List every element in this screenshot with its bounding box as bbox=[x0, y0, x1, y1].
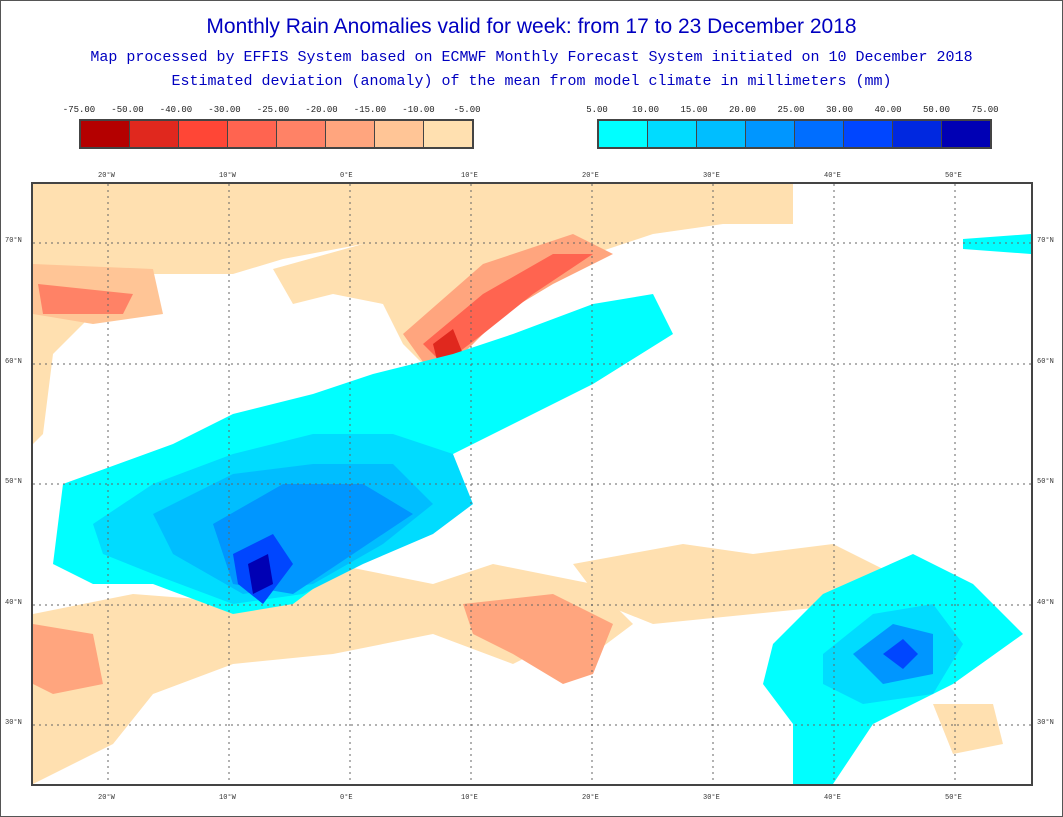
legend-label: -25.00 bbox=[256, 105, 290, 115]
legend-label: -30.00 bbox=[208, 105, 241, 115]
latitude-label: 30°N bbox=[1037, 719, 1054, 727]
legend-swatch bbox=[179, 121, 228, 147]
graticule bbox=[33, 184, 1031, 784]
longitude-label: 0°E bbox=[340, 794, 353, 802]
legend-label: 15.00 bbox=[680, 105, 708, 115]
legend-swatch bbox=[648, 121, 697, 147]
legend-swatch bbox=[326, 121, 375, 147]
legend-label: -50.00 bbox=[111, 105, 144, 115]
legend-swatch bbox=[424, 121, 472, 147]
legend-label: 30.00 bbox=[825, 105, 854, 115]
latitude-label: 50°N bbox=[5, 478, 22, 486]
longitude-label: 30°E bbox=[703, 794, 720, 802]
legend-label: -10.00 bbox=[402, 105, 435, 115]
legend-swatch bbox=[375, 121, 424, 147]
longitude-label: 50°E bbox=[945, 172, 962, 180]
map-units-note: Estimated deviation (anomaly) of the mea… bbox=[171, 73, 892, 90]
longitude-label: 0°E bbox=[340, 172, 353, 180]
legend-swatch bbox=[81, 121, 130, 147]
legend-swatch bbox=[795, 121, 844, 147]
legend-swatch bbox=[277, 121, 326, 147]
legend-label: -40.00 bbox=[159, 105, 193, 115]
negative-anomaly-areas bbox=[33, 184, 1003, 784]
latitude-label: 30°N bbox=[5, 719, 22, 727]
legend-label: 50.00 bbox=[922, 105, 951, 115]
longitude-label: 30°E bbox=[703, 172, 720, 180]
longitude-label: 20°W bbox=[98, 794, 115, 802]
legend-swatch bbox=[746, 121, 795, 147]
positive-anomaly-areas bbox=[53, 234, 1031, 784]
legend-label: 40.00 bbox=[874, 105, 902, 115]
latitude-label: 70°N bbox=[5, 237, 22, 245]
legend-swatch bbox=[130, 121, 179, 147]
legend-label: 10.00 bbox=[631, 105, 660, 115]
latitude-label: 40°N bbox=[5, 599, 22, 607]
map-subtitle: Map processed by EFFIS System based on E… bbox=[90, 49, 973, 66]
latitude-label: 40°N bbox=[1037, 599, 1054, 607]
latitude-label: 60°N bbox=[1037, 358, 1054, 366]
legend-label: 25.00 bbox=[777, 105, 805, 115]
legend-swatch bbox=[844, 121, 893, 147]
legend-swatch bbox=[697, 121, 746, 147]
longitude-label: 40°E bbox=[824, 172, 841, 180]
legend-swatch bbox=[599, 121, 648, 147]
legend-swatch bbox=[942, 121, 990, 147]
anomaly-map bbox=[31, 182, 1033, 786]
longitude-label: 20°E bbox=[582, 794, 599, 802]
legend-swatch bbox=[893, 121, 942, 147]
legend-label: 75.00 bbox=[971, 105, 999, 115]
longitude-label: 10°W bbox=[219, 794, 236, 802]
legend-label: -75.00 bbox=[62, 105, 96, 115]
map-title: Monthly Rain Anomalies valid for week: f… bbox=[206, 15, 857, 38]
longitude-label: 10°E bbox=[461, 794, 478, 802]
legend-label: -15.00 bbox=[353, 105, 387, 115]
longitude-label: 10°W bbox=[219, 172, 236, 180]
legend-swatch bbox=[228, 121, 277, 147]
legend-positive: 5.00 10.00 15.00 20.00 25.00 30.00 40.00 50.00 7… bbox=[586, 105, 999, 149]
latitude-label: 70°N bbox=[1037, 237, 1054, 245]
legend-label: 5.00 bbox=[586, 105, 608, 115]
longitude-label: 20°E bbox=[582, 172, 599, 180]
legend-negative: -75.00 -50.00 -40.00 -30.00 -25.00 -20.00 -15.… bbox=[63, 105, 481, 149]
longitude-label: 20°W bbox=[98, 172, 115, 180]
latitude-label: 50°N bbox=[1037, 478, 1054, 486]
legend-label: -5.00 bbox=[453, 105, 481, 115]
latitude-label: 60°N bbox=[5, 358, 22, 366]
longitude-label: 10°E bbox=[461, 172, 478, 180]
longitude-label: 50°E bbox=[945, 794, 962, 802]
legend-label: 20.00 bbox=[728, 105, 757, 115]
longitude-label: 40°E bbox=[824, 794, 841, 802]
legend-label: -20.00 bbox=[305, 105, 338, 115]
